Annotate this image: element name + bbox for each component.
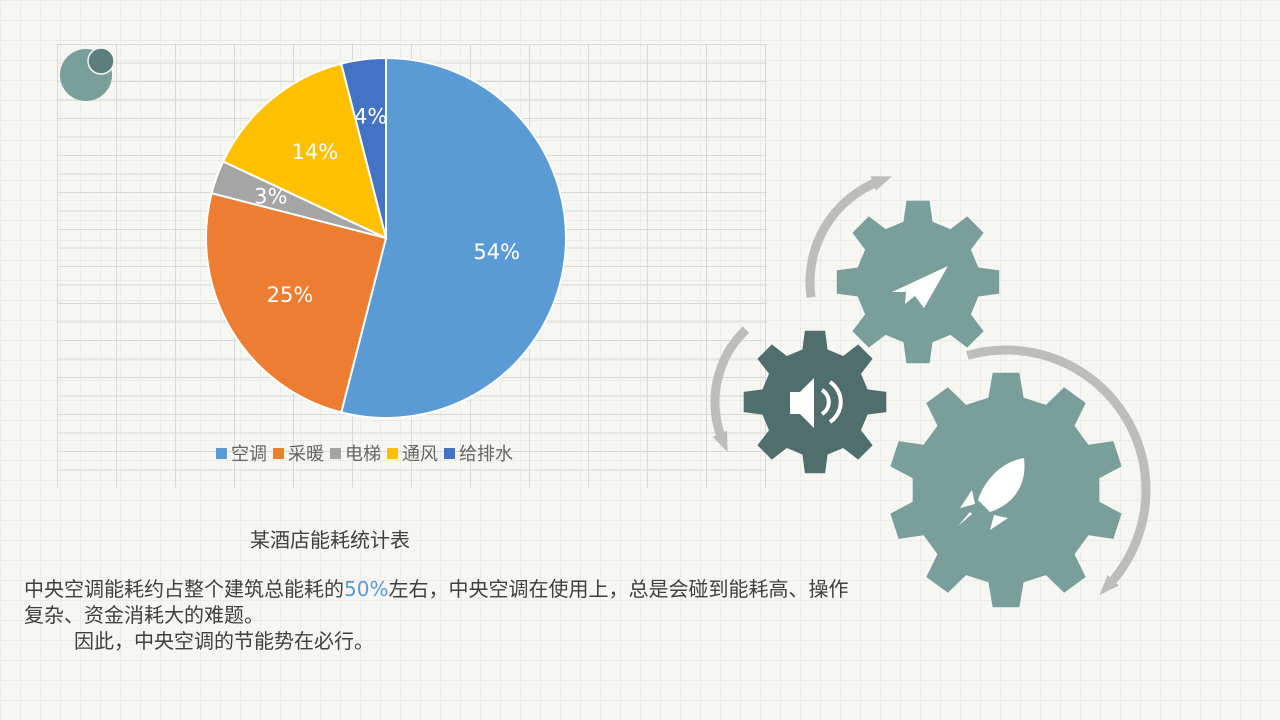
legend-label: 通风 xyxy=(402,444,438,465)
speaker-icon xyxy=(790,378,814,428)
rocket-icon xyxy=(958,458,1025,530)
legend-swatch xyxy=(387,447,398,459)
sound-waves-icon xyxy=(820,380,843,424)
gears-decoration xyxy=(710,176,1151,608)
pie-chart: 54%25%3%14%4% xyxy=(205,56,567,419)
legend-swatch xyxy=(273,447,284,459)
paper-plane-icon xyxy=(892,266,948,308)
arrow-arc-right xyxy=(966,345,1151,589)
arrow-arc-top xyxy=(805,176,882,298)
pie-slice-3 xyxy=(221,62,388,240)
legend-swatch xyxy=(330,447,341,459)
body-text: 中央空调能耗约占整个建筑总能耗的50%左右，中央空调在使用上，总是会碰到能耗高、… xyxy=(24,576,864,654)
legend-label: 采暖 xyxy=(288,444,324,465)
decor-circle-small xyxy=(87,47,115,75)
arrow-arc-left xyxy=(710,326,750,442)
legend-label: 空调 xyxy=(231,444,267,465)
legend-item: 空调 xyxy=(216,440,267,466)
legend-item: 通风 xyxy=(387,440,438,466)
legend-label: 电梯 xyxy=(345,444,381,465)
legend-swatch xyxy=(444,447,455,459)
arrow-arc-top-head xyxy=(870,176,892,191)
legend-item: 采暖 xyxy=(273,440,324,466)
pie-slice-0 xyxy=(340,56,567,419)
body-text-part: 左右，中央空调在使用上，总是会碰到能耗高、操作复杂、资金消耗大的难题。 xyxy=(24,577,849,627)
data-label-1: 25% xyxy=(267,283,314,307)
legend-item: 电梯 xyxy=(330,440,381,466)
legend-item: 给排水 xyxy=(444,440,513,466)
data-label-3: 14% xyxy=(292,140,339,164)
gear-dark-body xyxy=(763,350,867,454)
body-text-part: 中央空调能耗约占整个建筑总能耗的 xyxy=(24,577,344,601)
legend-swatch xyxy=(216,447,227,459)
chart-caption: 某酒店能耗统计表 xyxy=(250,528,410,552)
pie-slice-1 xyxy=(205,192,388,414)
pie-slice-4 xyxy=(340,56,387,239)
body-conclusion: 因此，中央空调的节能势在必行。 xyxy=(74,629,374,653)
highlight-percent: 50% xyxy=(344,577,389,601)
legend-label: 给排水 xyxy=(459,444,513,465)
arrow-arc-left-head xyxy=(712,430,728,453)
chart-legend: 空调 采暖 电梯 通风 给排水 xyxy=(216,440,513,466)
arrow-arc-right-head xyxy=(1099,575,1119,595)
data-label-4: 4% xyxy=(354,105,387,129)
data-label-0: 54% xyxy=(473,240,520,264)
